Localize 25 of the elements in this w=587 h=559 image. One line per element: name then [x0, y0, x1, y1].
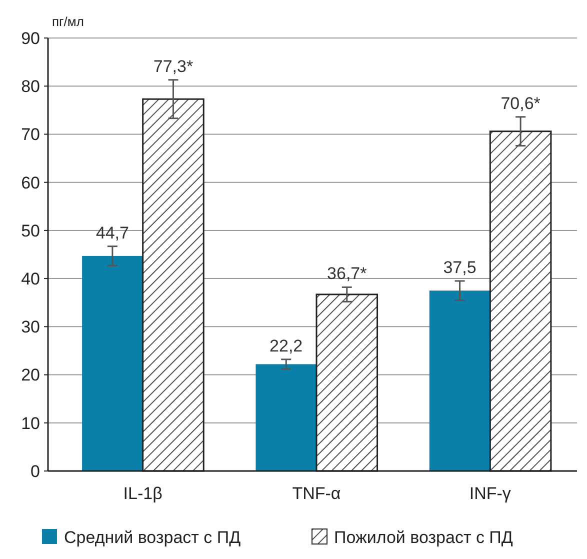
bar [429, 290, 490, 471]
data-label: 37,5 [443, 258, 476, 277]
y-tick-label: 70 [21, 125, 40, 144]
data-label: 77,3* [153, 56, 194, 76]
y-tick-label: 40 [21, 270, 40, 289]
y-tick-label: 60 [21, 173, 40, 192]
x-tick-label: IL-1β [123, 484, 163, 503]
data-label: 36,7* [327, 264, 368, 284]
y-tick-label: 0 [30, 462, 40, 481]
y-tick-label: 20 [21, 366, 40, 385]
data-label: 44,7 [96, 223, 129, 242]
y-tick-label: 90 [21, 28, 40, 48]
legend-label: Средний возраст с ПД [64, 528, 242, 547]
bar [256, 364, 316, 471]
legend-label: Пожилой возраст с ПД [334, 528, 514, 547]
x-tick-label: TNF-α [292, 484, 341, 503]
y-tick-label: 10 [21, 414, 40, 433]
y-tick-label: 50 [21, 221, 40, 240]
y-axis-title: пг/мл [52, 14, 84, 29]
y-tick-label: 80 [21, 77, 40, 96]
y-tick-label: 30 [21, 318, 40, 337]
data-label: 22,2 [270, 336, 303, 356]
x-tick-label: INF-γ [469, 484, 512, 503]
data-label: 70,6* [500, 94, 541, 113]
bar [82, 256, 143, 471]
